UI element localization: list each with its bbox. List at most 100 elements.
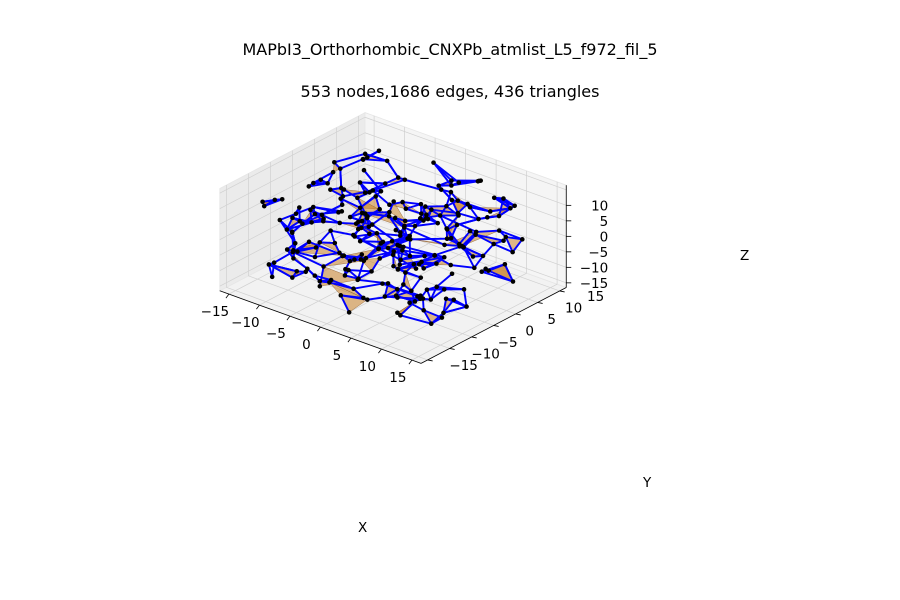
node [352, 257, 357, 262]
node [510, 279, 516, 284]
node [367, 190, 372, 195]
node [448, 189, 454, 195]
edge [456, 212, 480, 220]
node [290, 215, 295, 221]
edge [462, 246, 484, 257]
node [437, 213, 443, 218]
y-tick-label: −5 [498, 335, 518, 351]
node [380, 239, 386, 245]
z-tick-label: 5 [600, 214, 609, 230]
node [434, 261, 439, 266]
edge [449, 264, 476, 269]
node [467, 228, 473, 234]
edge [474, 233, 505, 242]
edge [475, 229, 501, 233]
edge [399, 314, 433, 325]
edge [291, 251, 325, 268]
node [342, 273, 348, 278]
node [340, 253, 345, 259]
node [387, 209, 392, 215]
edge [450, 180, 479, 187]
edge [333, 152, 367, 164]
edge [433, 245, 463, 257]
node [419, 259, 424, 265]
z-tick-label: −15 [580, 276, 609, 292]
node [385, 281, 391, 286]
edge [318, 229, 332, 244]
node [269, 274, 275, 280]
node [508, 205, 513, 211]
x-tick-mark [256, 304, 260, 310]
edge [375, 232, 402, 237]
node [512, 203, 517, 209]
node [407, 300, 412, 306]
edge [403, 226, 446, 246]
node [400, 248, 405, 253]
edge [285, 221, 313, 231]
node [311, 180, 316, 186]
edge [432, 161, 453, 182]
node [485, 215, 490, 220]
x-tick-mark [408, 359, 413, 365]
node [501, 196, 506, 201]
node [359, 218, 365, 224]
node [360, 157, 366, 162]
node [312, 211, 318, 217]
x-axis-label: X [358, 520, 367, 536]
edge [399, 300, 416, 317]
z-tick-label: 10 [591, 198, 608, 214]
edge [267, 263, 298, 273]
edge [422, 309, 433, 325]
x-tick-label: 0 [302, 337, 311, 353]
node [407, 253, 413, 259]
node [317, 240, 323, 245]
node [328, 187, 333, 192]
node [362, 211, 368, 216]
node [479, 269, 485, 274]
node [292, 240, 298, 246]
grid-line [364, 116, 567, 191]
node [475, 178, 481, 184]
edge [430, 311, 445, 325]
edge [504, 236, 514, 254]
node [325, 181, 330, 186]
edge [439, 214, 448, 230]
node [376, 246, 382, 251]
chart-title: MAPbI3_Orthorhombic_CNXPb_atmlist_L5_f97… [242, 40, 658, 59]
edge [314, 241, 321, 258]
node [380, 281, 385, 286]
node [436, 183, 441, 188]
edge [445, 191, 452, 208]
node [428, 297, 434, 302]
node [373, 194, 379, 199]
edge [384, 176, 400, 185]
node [367, 231, 372, 237]
node [319, 212, 325, 218]
node [442, 242, 447, 248]
node [393, 227, 399, 233]
node [397, 262, 403, 268]
edge [430, 208, 459, 215]
node [435, 220, 441, 226]
node [377, 256, 383, 261]
node [395, 175, 401, 180]
edge [339, 158, 364, 170]
node [362, 151, 368, 157]
node [312, 273, 318, 278]
node [510, 249, 515, 255]
node [487, 209, 493, 214]
node [491, 241, 496, 247]
edge [357, 270, 373, 280]
edge [404, 271, 422, 279]
node [260, 199, 265, 205]
edge [383, 288, 399, 298]
node [397, 233, 403, 238]
edge [356, 196, 367, 215]
node [339, 209, 345, 214]
edge [352, 282, 384, 290]
y-tick-label: −15 [449, 358, 478, 374]
grid-line [381, 272, 527, 350]
y-tick-label: 10 [565, 300, 582, 316]
node [424, 212, 429, 218]
edge [338, 221, 358, 225]
